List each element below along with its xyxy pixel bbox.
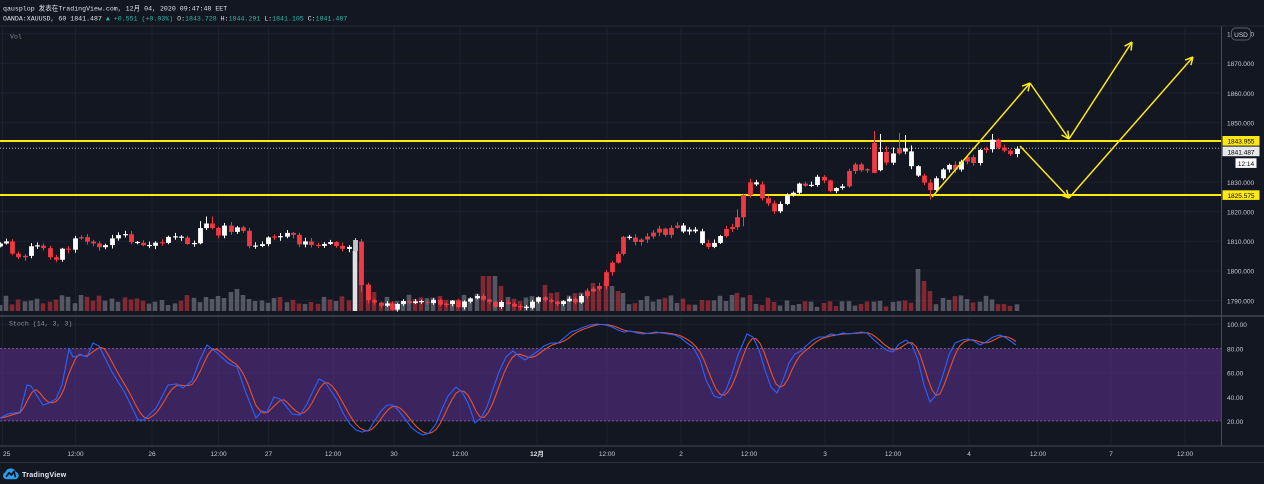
svg-text:12:00: 12:00 [599, 451, 616, 458]
svg-text:Stoch (14, 3, 3): Stoch (14, 3, 3) [9, 321, 72, 328]
svg-text:30: 30 [390, 451, 398, 458]
svg-text:12:00: 12:00 [452, 451, 469, 458]
svg-text:OANDA:XAUUSD, 60 1841.487 ▲ +0: OANDA:XAUUSD, 60 1841.487 ▲ +0.551 (+0.0… [3, 16, 347, 23]
svg-text:1843.955: 1843.955 [1227, 139, 1254, 146]
svg-text:1870.000: 1870.000 [1227, 61, 1254, 68]
svg-text:USD: USD [1234, 32, 1248, 39]
svg-text:1810.000: 1810.000 [1227, 239, 1254, 246]
svg-text:12:00: 12:00 [741, 451, 758, 458]
svg-text:12:00: 12:00 [1030, 451, 1047, 458]
svg-text:1830.000: 1830.000 [1227, 180, 1254, 187]
svg-text:1790.000: 1790.000 [1227, 298, 1254, 305]
svg-text:TradingView: TradingView [22, 470, 67, 479]
svg-text:qausplop 发表在TradingView.com, 1: qausplop 发表在TradingView.com, 12月 04, 202… [3, 4, 227, 13]
svg-text:1800.000: 1800.000 [1227, 269, 1254, 276]
svg-text:60.00: 60.00 [1227, 370, 1244, 377]
svg-text:12:00: 12:00 [67, 451, 84, 458]
svg-text:20.00: 20.00 [1227, 419, 1244, 426]
svg-text:7: 7 [1109, 451, 1113, 458]
svg-text:12:00: 12:00 [210, 451, 227, 458]
svg-text:27: 27 [265, 451, 273, 458]
svg-text:3: 3 [823, 451, 827, 458]
svg-text:25: 25 [3, 451, 11, 458]
svg-text:12:00: 12:00 [325, 451, 342, 458]
svg-text:80.00: 80.00 [1227, 346, 1244, 353]
svg-text:12月: 12月 [530, 450, 544, 458]
svg-text:100.00: 100.00 [1227, 322, 1247, 329]
svg-text:26: 26 [148, 451, 156, 458]
svg-text:40.00: 40.00 [1227, 395, 1244, 402]
svg-text:1860.000: 1860.000 [1227, 91, 1254, 98]
svg-text:2: 2 [679, 451, 683, 458]
svg-text:1825.575: 1825.575 [1227, 193, 1254, 200]
svg-text:1820.000: 1820.000 [1227, 209, 1254, 216]
svg-text:12:00: 12:00 [885, 451, 902, 458]
svg-text:Vol: Vol [10, 34, 22, 41]
svg-text:12:14: 12:14 [1238, 161, 1255, 168]
svg-text:1841.487: 1841.487 [1227, 149, 1254, 156]
svg-text:4: 4 [967, 451, 971, 458]
svg-text:12:00: 12:00 [1177, 451, 1194, 458]
svg-text:1850.000: 1850.000 [1227, 120, 1254, 127]
